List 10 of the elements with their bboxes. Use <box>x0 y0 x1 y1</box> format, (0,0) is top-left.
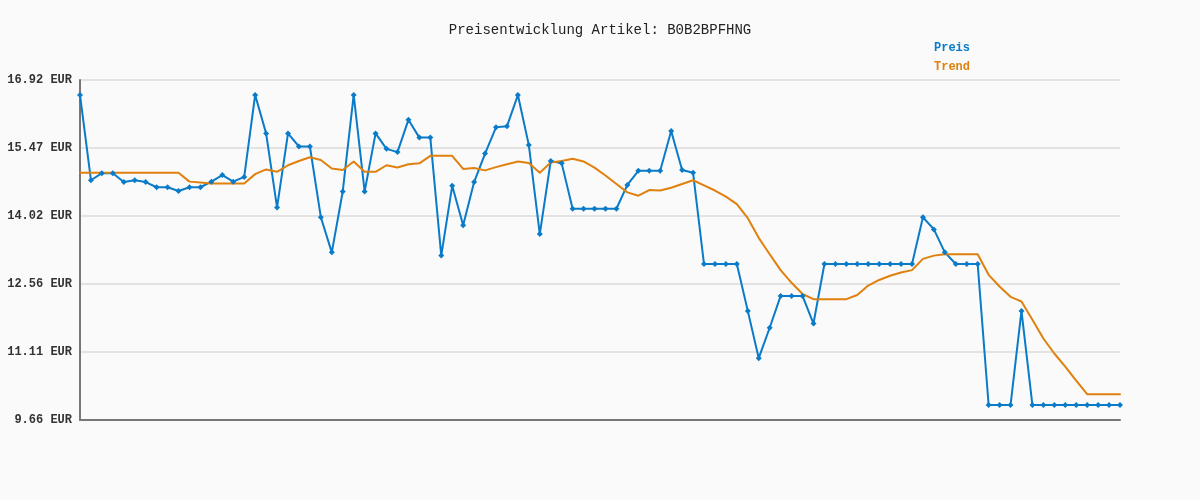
text: Trend <box>933 60 971 74</box>
y-tick-label: 11.11 EUR <box>7 345 73 360</box>
y-tick-label: 12.56 EUR <box>7 277 73 292</box>
y-tick-label: 15.47 EUR <box>7 140 73 155</box>
text: Preis <box>933 41 971 55</box>
y-tick-label: 9.66 EUR <box>14 413 73 427</box>
y-tick-label: 16.92 EUR <box>7 73 73 87</box>
y-tick-label: 14.02 EUR <box>7 208 73 223</box>
line-series <box>79 154 1121 396</box>
chart-title: Preisentwicklung Artikel: B0B2BPFHNG <box>448 22 752 38</box>
